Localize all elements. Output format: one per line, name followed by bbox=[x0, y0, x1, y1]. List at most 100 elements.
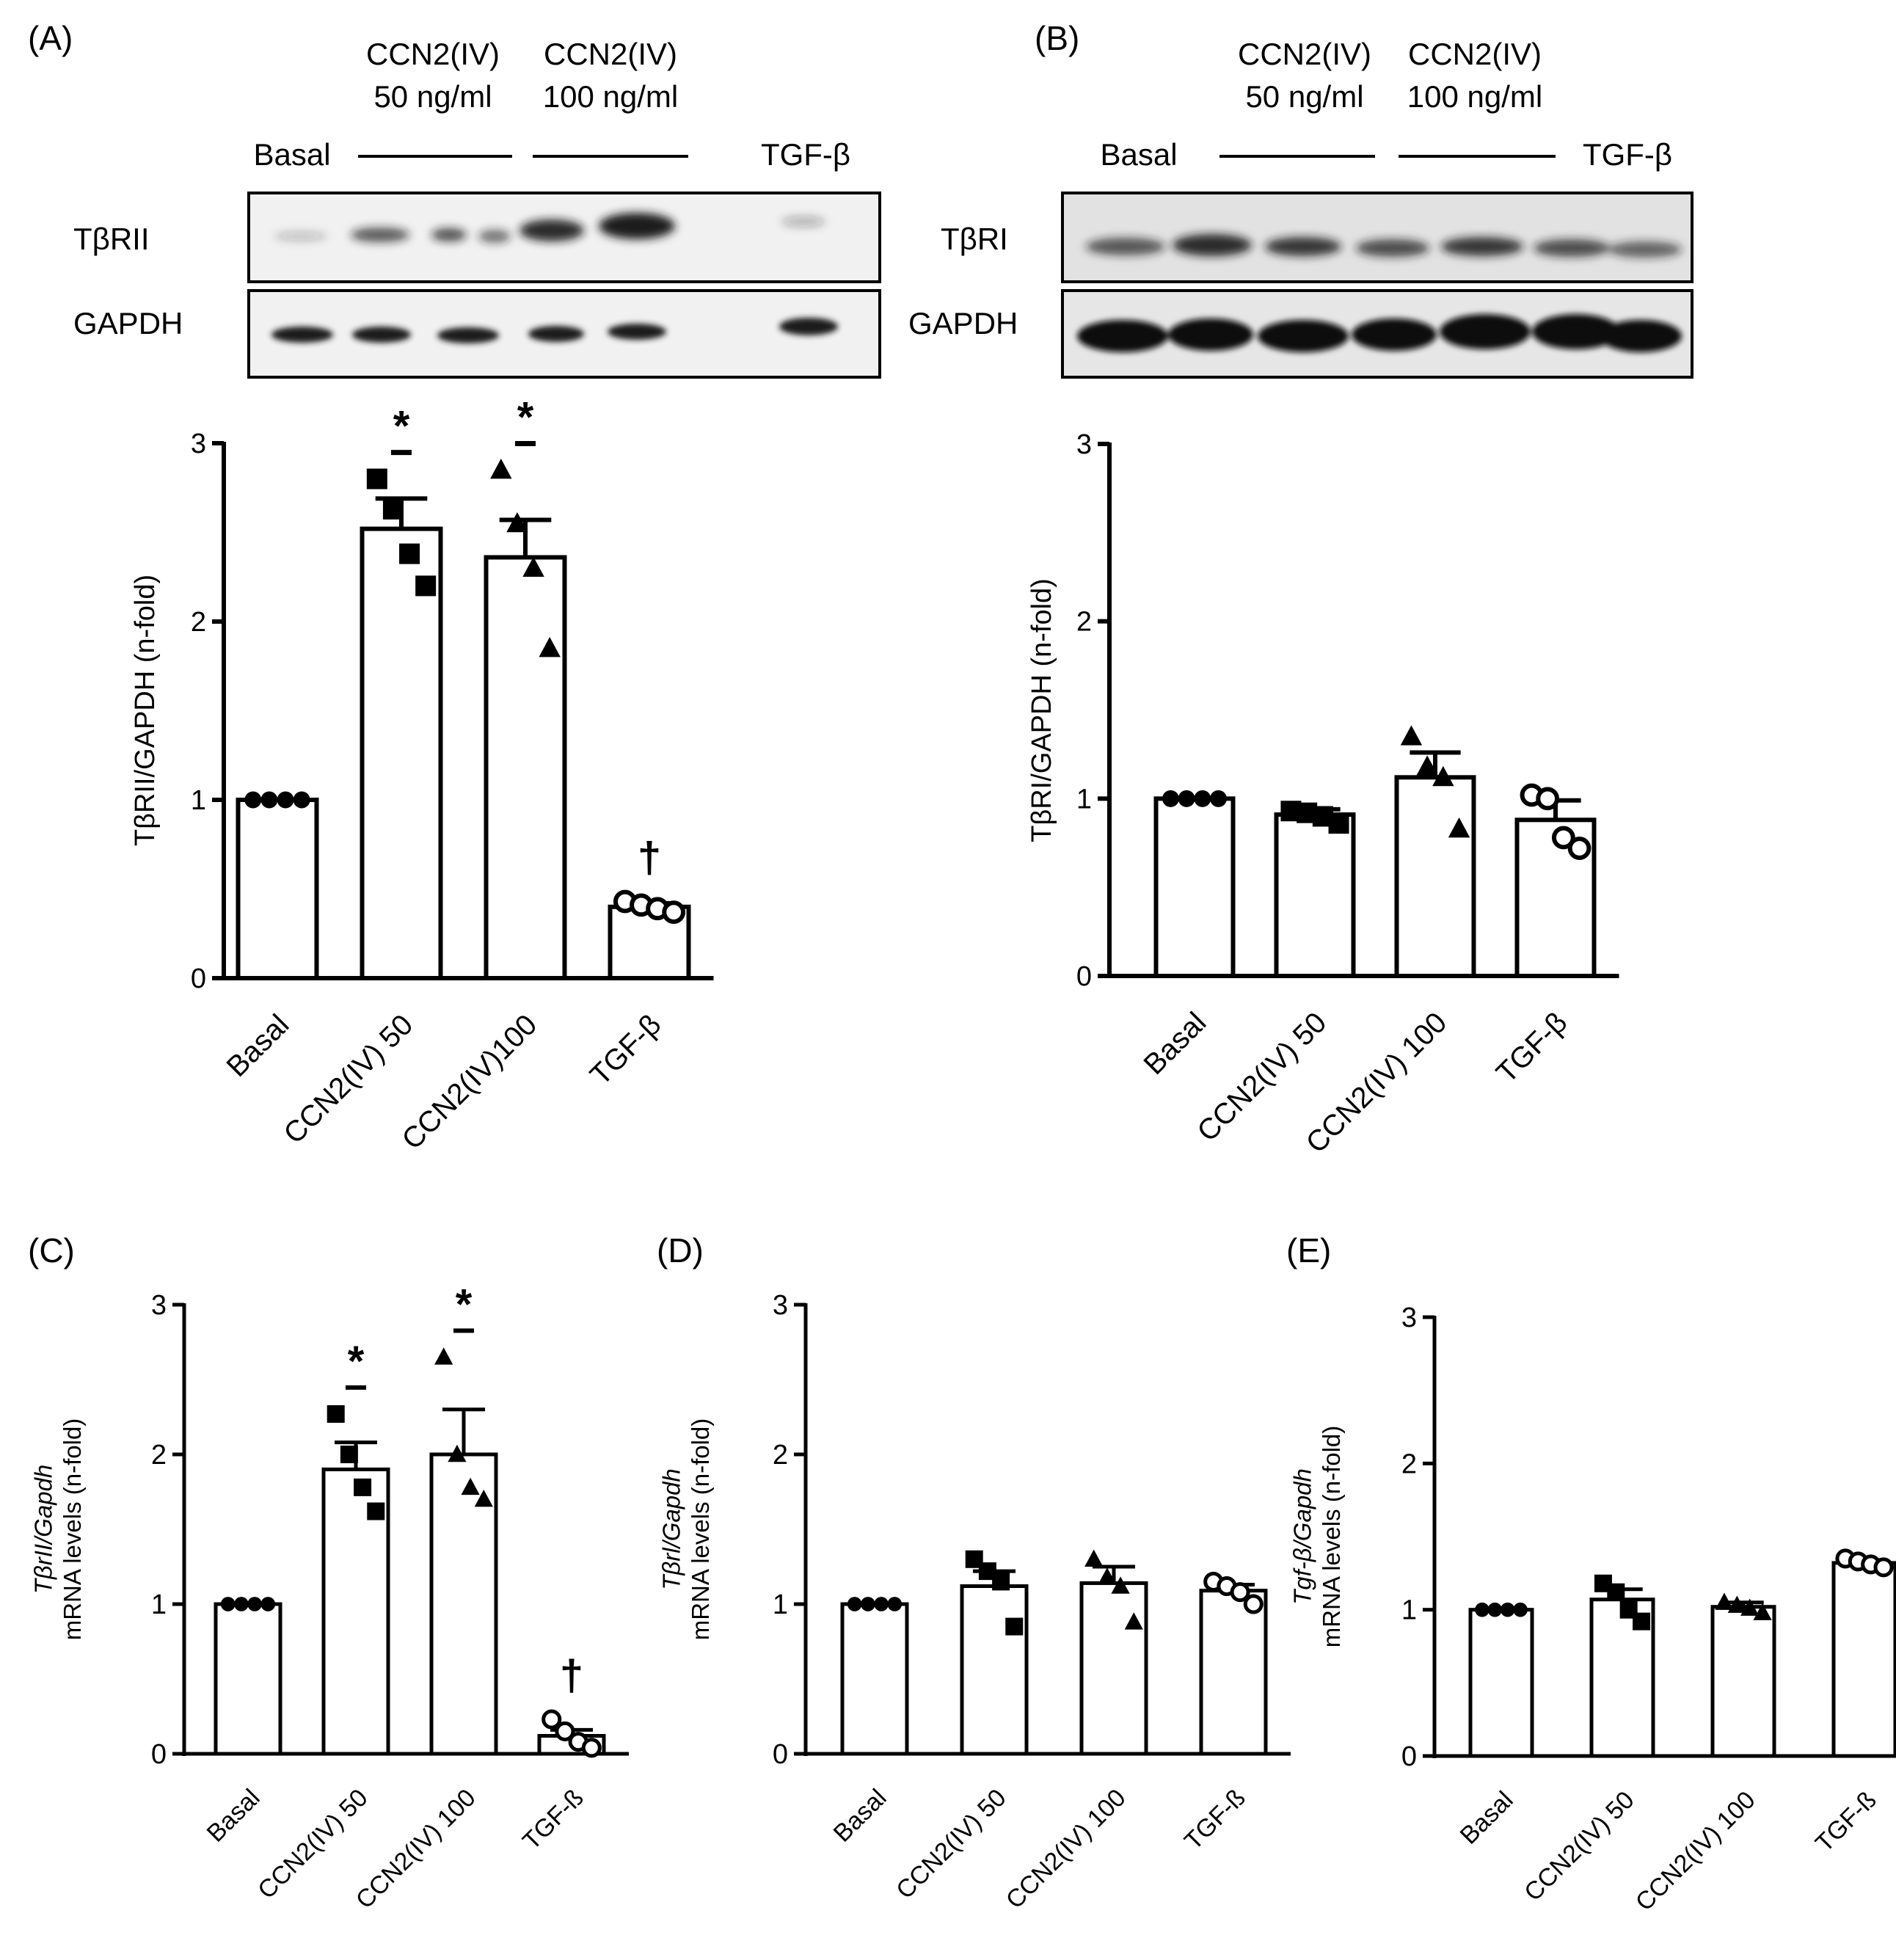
band bbox=[608, 324, 666, 340]
y-axis-label-unit: mRNA levels (n-fold) bbox=[59, 1418, 86, 1641]
panel-c-label: (C) bbox=[28, 1231, 75, 1269]
bar bbox=[1199, 1589, 1268, 1756]
panel-b-blot: (B) CCN2(IV) 50 ng/ml CCN2(IV) 100 ng/ml… bbox=[908, 19, 1693, 379]
band bbox=[1173, 234, 1252, 256]
panel-a-bands-gapdh bbox=[271, 318, 838, 343]
band bbox=[351, 227, 409, 242]
panel-b-row-label-gapdh: GAPDH bbox=[908, 306, 1018, 340]
y-axis-label-unit: mRNA levels (n-fold) bbox=[687, 1418, 714, 1641]
x-category-label: Basal bbox=[828, 1784, 892, 1848]
y-tick-label: 3 bbox=[1401, 1303, 1417, 1333]
data-point bbox=[367, 1502, 385, 1520]
y-tick-label: 2 bbox=[151, 1440, 167, 1471]
y-tick-label: 2 bbox=[191, 607, 206, 638]
x-category-label: Basal bbox=[220, 1008, 295, 1083]
data-point bbox=[1740, 1598, 1760, 1616]
x-category-label: TGF-ß bbox=[1810, 1786, 1882, 1858]
data-point bbox=[506, 511, 528, 533]
data-point bbox=[861, 1597, 875, 1611]
data-point bbox=[887, 1597, 903, 1611]
bar bbox=[960, 1584, 1029, 1756]
data-point bbox=[1500, 1602, 1515, 1617]
data-point bbox=[474, 1490, 493, 1507]
data-point bbox=[382, 498, 404, 520]
x-category-label: TGF-β bbox=[1490, 1006, 1573, 1089]
data-point bbox=[1098, 1567, 1117, 1585]
band bbox=[519, 219, 584, 241]
bar bbox=[1274, 812, 1356, 979]
data-point bbox=[874, 1597, 889, 1611]
x-category-label: CCN2(IV) 100 bbox=[1001, 1784, 1131, 1915]
data-point bbox=[1084, 1549, 1104, 1567]
data-point bbox=[327, 1405, 345, 1423]
y-tick-label: 3 bbox=[151, 1290, 167, 1321]
panel-a-group-100-line2: 100 ng/ml bbox=[543, 79, 678, 114]
significance-marker: * bbox=[348, 1338, 365, 1385]
y-axis-label: TβRII/GAPDH (n-fold) bbox=[130, 575, 161, 846]
bar bbox=[1710, 1605, 1776, 1758]
data-point bbox=[366, 468, 387, 489]
band bbox=[1534, 239, 1610, 257]
data-point bbox=[539, 637, 561, 657]
bar bbox=[236, 798, 319, 980]
band bbox=[1440, 314, 1531, 349]
panel-b-bands-gapdh bbox=[1077, 314, 1682, 352]
data-point bbox=[260, 791, 278, 809]
band bbox=[1077, 320, 1168, 352]
y-axis-label: TβrII/GapdhmRNA levels (n-fold) bbox=[30, 1418, 87, 1641]
data-point bbox=[1475, 1602, 1490, 1617]
data-point bbox=[1005, 1617, 1024, 1636]
y-axis-label-gene: Tβrl/Gapdh bbox=[658, 1468, 685, 1590]
panel-b-row-label-tbri: TβRI bbox=[941, 222, 1008, 256]
band bbox=[431, 228, 467, 241]
y-tick-label: 1 bbox=[1076, 784, 1092, 815]
significance-marker: † bbox=[560, 1652, 583, 1699]
band bbox=[1608, 241, 1682, 258]
panel-b-label: (B) bbox=[1035, 19, 1079, 57]
data-point bbox=[1536, 787, 1560, 811]
band bbox=[779, 318, 838, 335]
panel-a-row-label-gapdh: GAPDH bbox=[73, 306, 183, 340]
data-point bbox=[1607, 1583, 1625, 1601]
y-tick-label: 2 bbox=[1076, 607, 1092, 638]
data-point bbox=[662, 900, 686, 924]
y-tick-label: 2 bbox=[1401, 1449, 1417, 1479]
x-category-label: TGF-ß bbox=[1179, 1784, 1251, 1856]
panel-a-bands-tbrii bbox=[274, 213, 825, 243]
data-point bbox=[1551, 826, 1575, 850]
x-category-label: CCN2(IV) 50 bbox=[1519, 1786, 1639, 1906]
data-point bbox=[354, 1478, 372, 1496]
band bbox=[274, 232, 327, 241]
band bbox=[437, 327, 499, 343]
data-point bbox=[1400, 725, 1423, 746]
data-point bbox=[1873, 1557, 1894, 1578]
y-tick-label: 0 bbox=[1076, 961, 1092, 992]
data-point bbox=[340, 1446, 358, 1463]
data-point bbox=[1162, 790, 1179, 807]
bar bbox=[840, 1602, 909, 1756]
bar bbox=[1468, 1608, 1534, 1758]
data-point bbox=[1448, 817, 1470, 838]
y-axis-label-gene: TβrII/Gapdh bbox=[30, 1465, 57, 1595]
y-tick-label: 3 bbox=[773, 1290, 788, 1321]
panel-b-group-50-line1: CCN2(IV) bbox=[1238, 37, 1371, 71]
significance-marker: * bbox=[393, 403, 410, 451]
bar bbox=[214, 1602, 282, 1756]
x-category-label: TGF-β bbox=[584, 1008, 667, 1091]
data-point bbox=[247, 1597, 262, 1611]
data-point bbox=[1194, 790, 1211, 807]
data-point bbox=[1328, 813, 1349, 834]
panel-c-bar-chart: 0 1 2 3 TβrII/GapdhmRNA levels (n-fold) Basal… bbox=[30, 1280, 629, 1915]
panel-b-bands-tbri bbox=[1086, 234, 1682, 258]
data-point bbox=[1124, 1612, 1143, 1630]
y-tick-label: 3 bbox=[191, 429, 206, 459]
panel-a-basal-label: Basal bbox=[253, 137, 330, 172]
data-point bbox=[490, 459, 512, 479]
y-tick-label: 0 bbox=[1401, 1741, 1417, 1772]
y-tick-label: 1 bbox=[191, 785, 206, 816]
x-category-label: Basal bbox=[1137, 1006, 1212, 1081]
x-category-label: CCN2(IV) 50 bbox=[252, 1784, 373, 1904]
panel-a-blot: (A) CCN2(IV) 50 ng/ml CCN2(IV) 100 ng/ml… bbox=[28, 19, 881, 379]
bar bbox=[1831, 1561, 1896, 1758]
